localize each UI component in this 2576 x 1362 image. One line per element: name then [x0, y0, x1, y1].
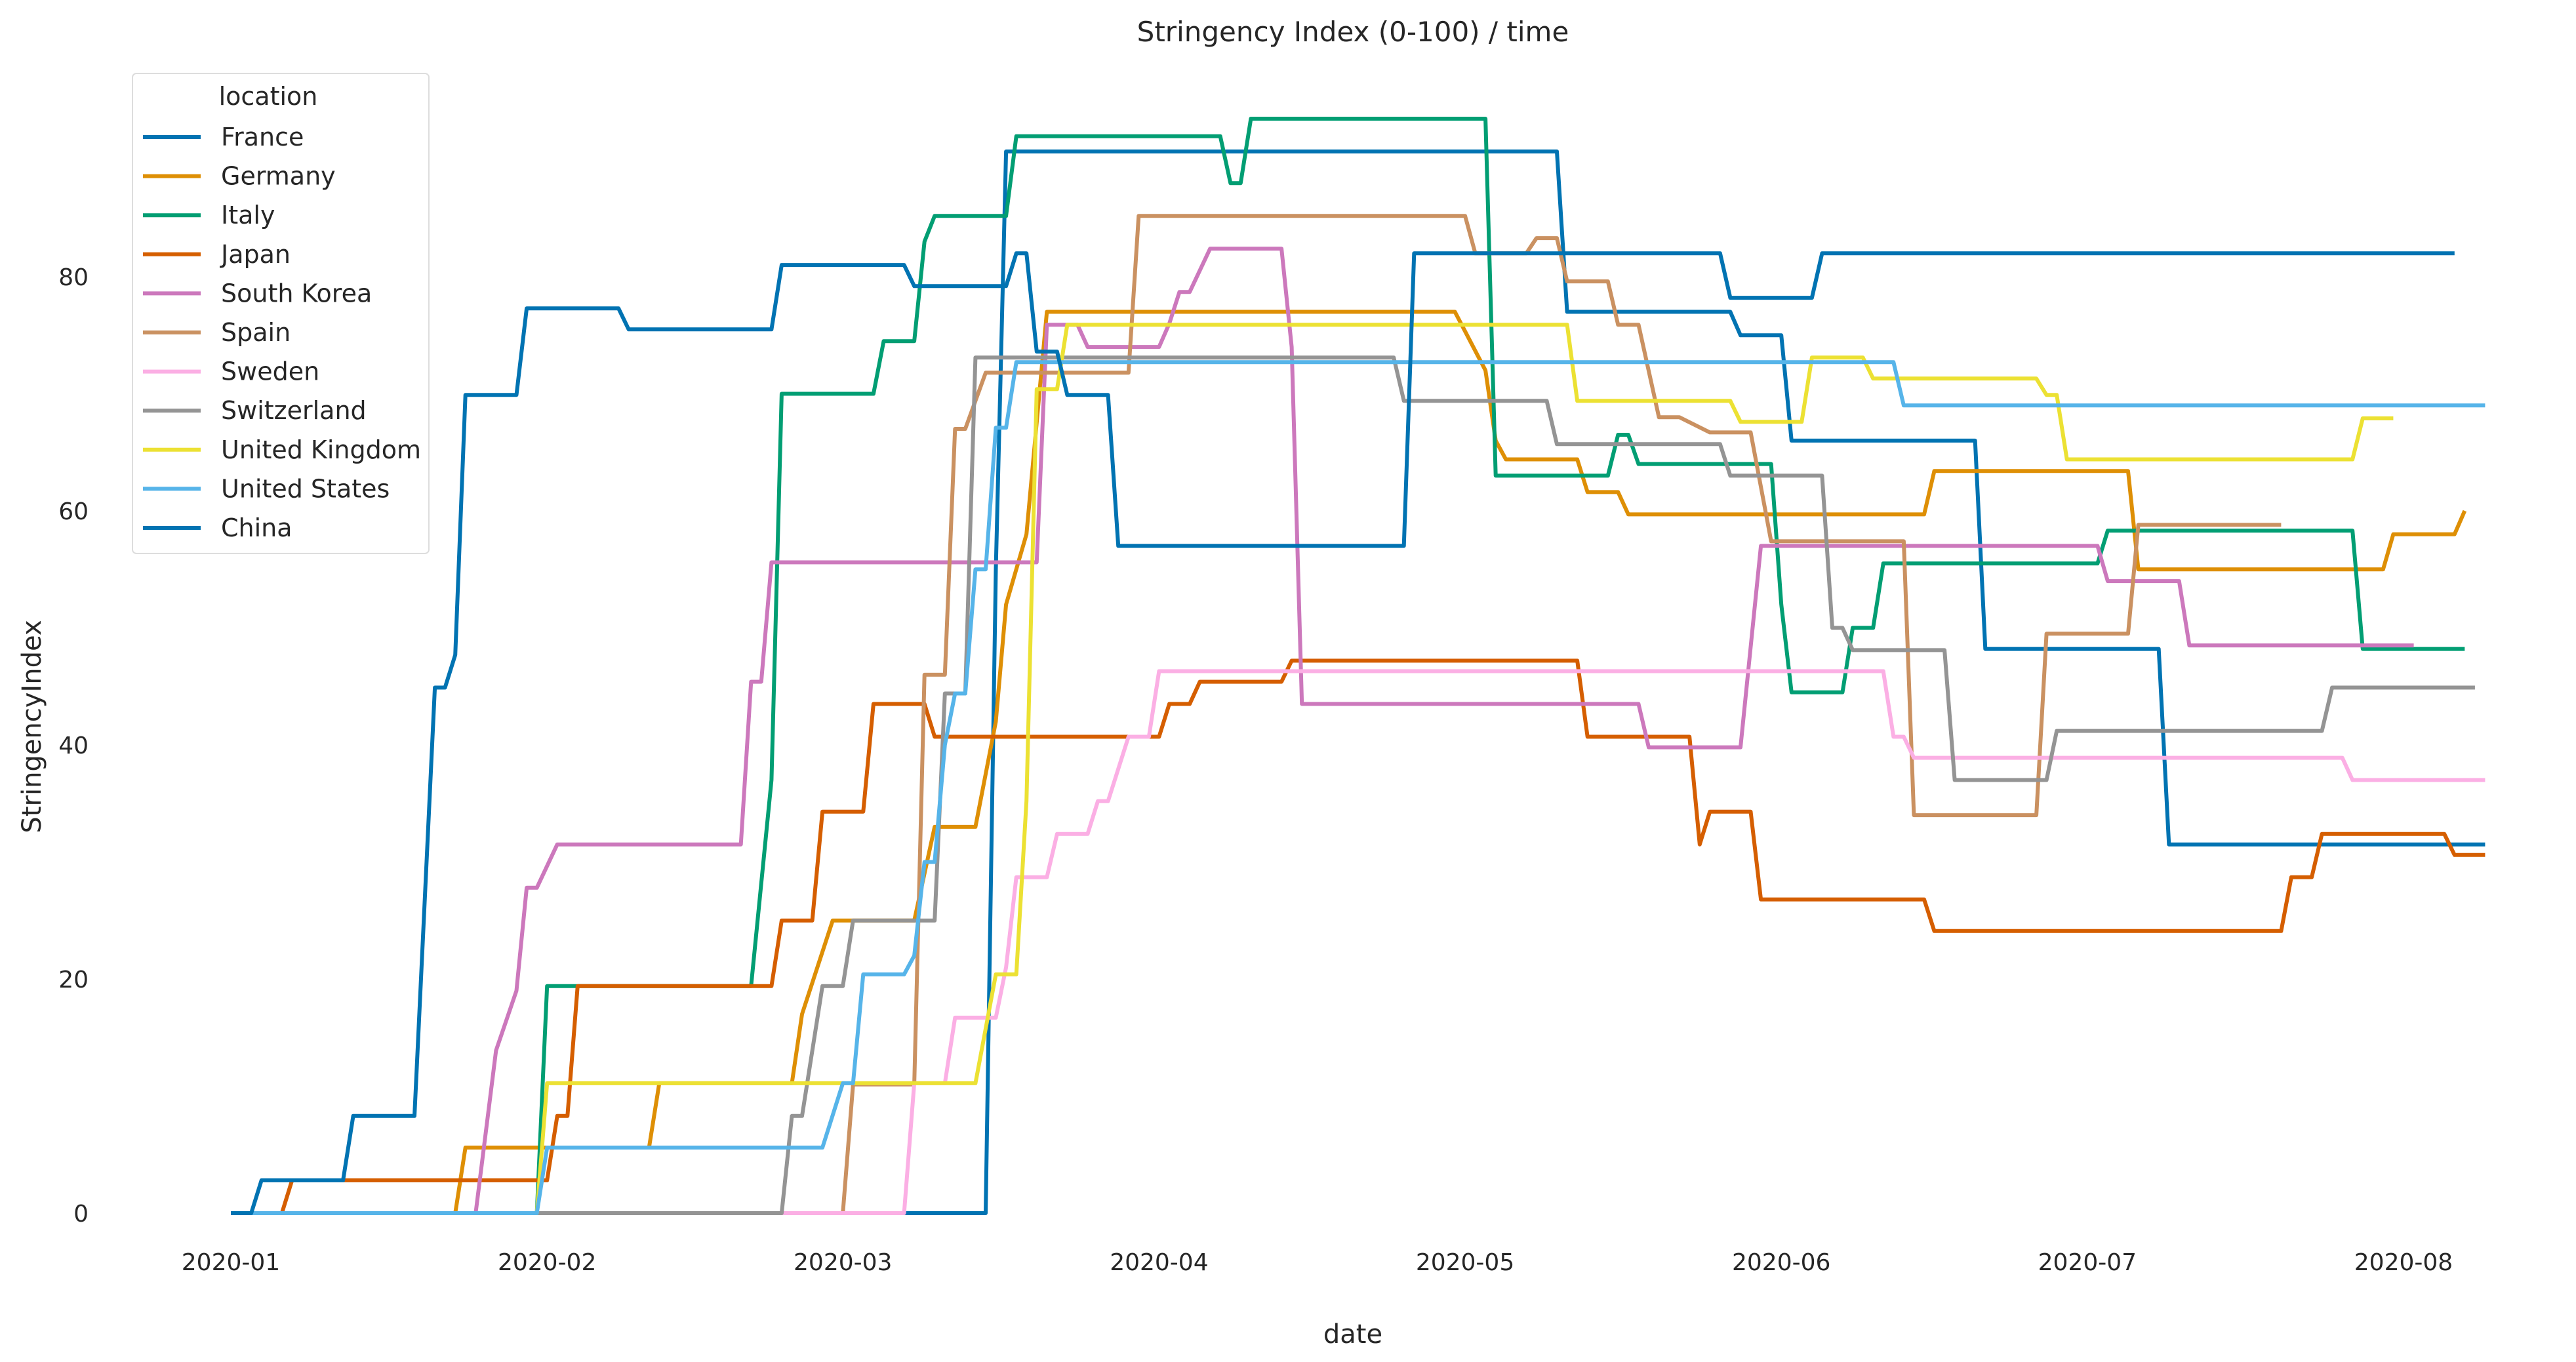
series-line-united-kingdom: [231, 323, 2394, 1215]
x-tick-label: 2020-03: [794, 1249, 892, 1276]
y-tick-label: 80: [58, 264, 89, 291]
series-line-south-korea: [231, 247, 2414, 1215]
series-line-germany: [231, 310, 2467, 1215]
x-axis-label: date: [1323, 1319, 1382, 1350]
legend-item-sweden: Sweden: [143, 357, 319, 386]
legend-item-china: China: [143, 513, 292, 542]
x-tick-label: 2020-02: [498, 1249, 596, 1276]
y-tick-label: 60: [58, 498, 89, 525]
legend-label: France: [221, 123, 304, 151]
legend-label: Spain: [221, 318, 291, 347]
legend-label: Japan: [220, 240, 291, 269]
legend-item-japan: Japan: [143, 240, 291, 269]
legend-item-south-korea: South Korea: [143, 279, 372, 308]
chart-title: Stringency Index (0-100) / time: [1137, 16, 1569, 48]
y-axis-label: StringencyIndex: [17, 620, 47, 833]
legend-item-switzerland: Switzerland: [143, 396, 367, 425]
legend-items: France Germany Italy Japan South Korea Spain S…: [143, 123, 421, 542]
x-tick-label: 2020-01: [182, 1249, 280, 1276]
legend-item-germany: Germany: [143, 162, 336, 191]
legend-label: China: [221, 513, 292, 542]
x-tick-label: 2020-08: [2354, 1249, 2453, 1276]
legend-label: South Korea: [221, 279, 372, 308]
legend-label: Switzerland: [221, 396, 367, 425]
legend-title: location: [219, 82, 318, 111]
legend-item-spain: Spain: [143, 318, 291, 347]
y-axis-ticks: 0 20 40 60 80: [58, 264, 89, 1228]
x-tick-label: 2020-04: [1110, 1249, 1208, 1276]
x-axis-ticks: 2020-01 2020-02 2020-03 2020-04 2020-05 2020-…: [182, 1249, 2453, 1276]
legend: location France Germany Italy Japan South Ko…: [132, 73, 430, 554]
legend-frame: [132, 73, 430, 554]
series-line-france: [231, 150, 2485, 1215]
series-line-switzerland: [231, 355, 2475, 1215]
series-line-japan: [231, 658, 2485, 1215]
y-tick-label: 0: [73, 1201, 89, 1228]
legend-label: Sweden: [221, 357, 319, 386]
plot-area: [231, 117, 2485, 1215]
series-line-sweden: [231, 669, 2485, 1215]
x-tick-label: 2020-05: [1416, 1249, 1514, 1276]
legend-item-united-states: United States: [143, 474, 390, 503]
legend-label: Italy: [221, 201, 275, 230]
legend-label: United States: [221, 474, 390, 503]
y-tick-label: 40: [58, 732, 89, 759]
y-tick-label: 20: [58, 967, 89, 993]
x-tick-label: 2020-07: [2038, 1249, 2137, 1276]
legend-label: United Kingdom: [221, 435, 421, 464]
series-line-spain: [231, 214, 2282, 1215]
legend-item-united-kingdom: United Kingdom: [143, 435, 421, 464]
legend-label: Germany: [221, 162, 336, 191]
x-tick-label: 2020-06: [1732, 1249, 1830, 1276]
series-line-united-states: [231, 360, 2485, 1215]
legend-item-italy: Italy: [143, 201, 275, 230]
series-line-china: [231, 251, 2455, 1215]
series-line-italy: [231, 117, 2465, 1215]
legend-item-france: France: [143, 123, 304, 151]
